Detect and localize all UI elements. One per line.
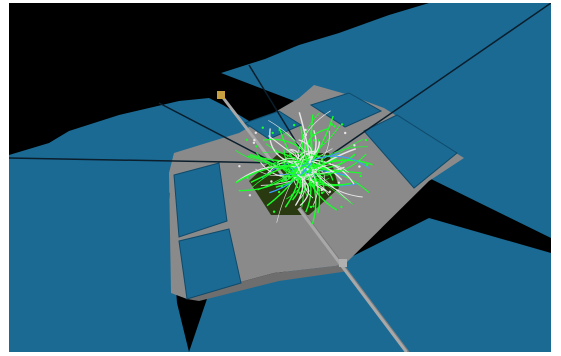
left-panel bbox=[9, 98, 269, 352]
particle-track bbox=[286, 169, 312, 200]
hit-marker bbox=[298, 191, 301, 194]
support-line-2 bbox=[158, 102, 285, 169]
pipe-flange-lower bbox=[339, 259, 347, 267]
particle-track bbox=[297, 150, 317, 159]
particle-track bbox=[247, 155, 299, 178]
particle-track bbox=[260, 161, 302, 178]
hit-marker bbox=[333, 125, 336, 128]
hit-marker bbox=[359, 174, 362, 178]
particle-track bbox=[293, 161, 304, 206]
particle-track bbox=[310, 164, 349, 177]
hit-marker bbox=[277, 190, 281, 194]
hit-marker bbox=[320, 188, 323, 192]
particle-track bbox=[308, 146, 368, 174]
particle-track bbox=[298, 139, 313, 164]
module-top-left bbox=[243, 110, 303, 140]
module-right-upper bbox=[363, 114, 458, 189]
particle-track bbox=[296, 163, 319, 168]
hit-marker bbox=[246, 176, 249, 180]
particle-track bbox=[268, 135, 300, 160]
particle-track bbox=[278, 172, 313, 175]
support-line-4 bbox=[318, 3, 551, 164]
hit-marker bbox=[340, 123, 344, 126]
hit-marker bbox=[328, 190, 332, 193]
floor-edge bbox=[187, 265, 349, 301]
particle-track bbox=[297, 174, 310, 207]
module-left-upper bbox=[173, 162, 228, 238]
hit-marker bbox=[304, 133, 308, 137]
hit-marker bbox=[270, 180, 273, 183]
pipe-flange-upper bbox=[217, 91, 225, 99]
hit-marker bbox=[365, 163, 369, 167]
module-left-lower bbox=[178, 228, 242, 300]
hit-marker bbox=[261, 126, 264, 129]
hit-marker bbox=[329, 196, 332, 199]
particle-tracks bbox=[235, 110, 373, 225]
hit-marker bbox=[271, 131, 274, 135]
hit-marker bbox=[252, 141, 256, 144]
event-display-canvas[interactable] bbox=[9, 3, 551, 352]
particle-track bbox=[269, 128, 297, 166]
particle-track bbox=[250, 157, 312, 184]
hit-marker bbox=[304, 128, 307, 132]
particle-track bbox=[262, 151, 302, 165]
hit-marker bbox=[291, 193, 294, 197]
hit-marker bbox=[330, 123, 334, 126]
particle-track bbox=[267, 160, 308, 174]
hit-marker bbox=[353, 144, 356, 147]
particle-track bbox=[311, 172, 318, 205]
particle-track bbox=[312, 169, 324, 172]
hit-marker bbox=[255, 145, 258, 148]
hit-marker bbox=[306, 168, 309, 171]
hit-marker bbox=[340, 205, 343, 209]
hit-marker bbox=[318, 165, 321, 168]
beam-pipe-lower bbox=[297, 206, 409, 352]
particle-track bbox=[300, 175, 311, 181]
hit-marker bbox=[280, 184, 283, 188]
hit-marker bbox=[248, 194, 252, 197]
particle-track bbox=[285, 168, 298, 177]
particle-track bbox=[303, 154, 326, 167]
particle-track bbox=[276, 158, 297, 163]
particle-track bbox=[310, 153, 367, 175]
hit-marker bbox=[253, 138, 256, 142]
hit-marker bbox=[358, 165, 361, 168]
support-line-1 bbox=[9, 157, 280, 164]
hit-marker bbox=[318, 189, 321, 192]
particle-track bbox=[295, 134, 306, 174]
support-lines bbox=[9, 3, 551, 169]
hit-marker bbox=[312, 139, 316, 142]
particle-track bbox=[312, 175, 354, 205]
particle-track bbox=[312, 115, 334, 161]
particle-track bbox=[304, 128, 329, 161]
lower-right-panel bbox=[339, 218, 551, 352]
hit-marker bbox=[254, 131, 257, 134]
particle-track bbox=[289, 163, 309, 170]
hit-marker bbox=[245, 138, 249, 141]
hit-marker bbox=[312, 205, 315, 208]
hit-marker bbox=[364, 138, 368, 142]
particle-track bbox=[311, 148, 357, 174]
hit-marker bbox=[320, 191, 324, 195]
hit-marker bbox=[344, 131, 347, 135]
3d-viewport[interactable] bbox=[9, 3, 551, 352]
beam-pipe-lower-shade bbox=[300, 207, 410, 352]
particle-track bbox=[301, 168, 347, 177]
particle-track bbox=[307, 159, 373, 173]
module-top-center bbox=[309, 92, 383, 128]
hit-marker bbox=[272, 210, 276, 213]
hit-marker bbox=[337, 181, 340, 184]
hit-marker bbox=[293, 123, 296, 127]
hit-marker bbox=[309, 205, 313, 209]
floor-modules bbox=[173, 92, 458, 300]
hit-marker bbox=[238, 165, 241, 168]
